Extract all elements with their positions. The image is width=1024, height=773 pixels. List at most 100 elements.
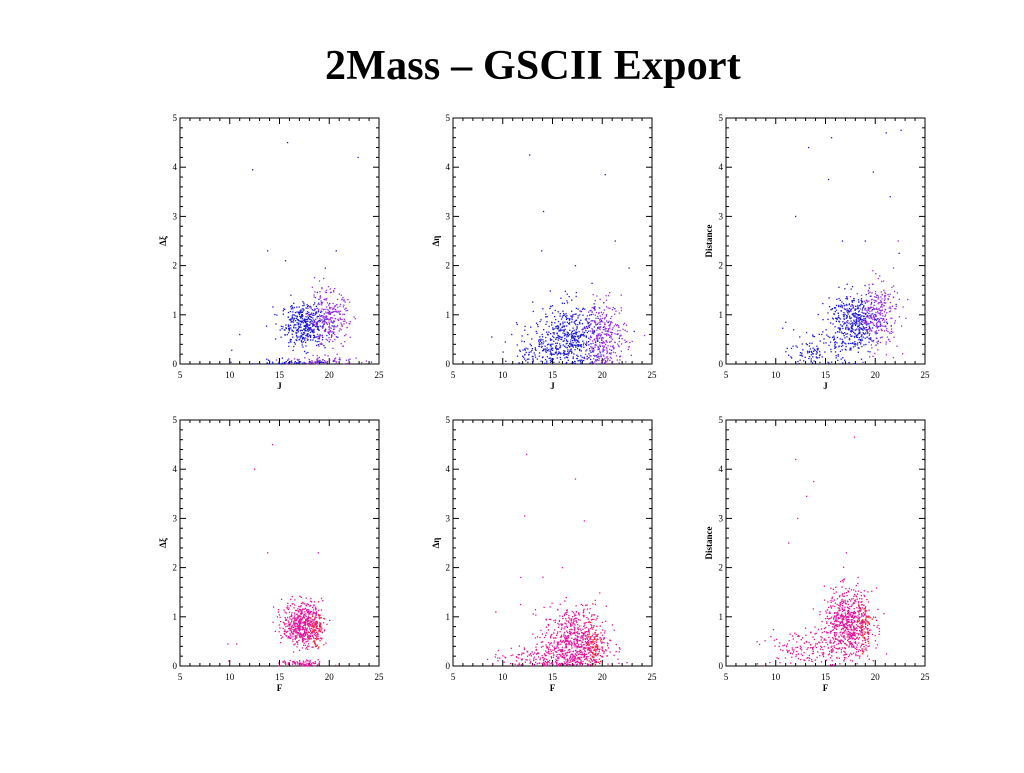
data-point: [337, 354, 338, 355]
data-point: [593, 641, 594, 642]
data-point: [607, 352, 608, 353]
data-point: [295, 665, 296, 666]
data-point: [555, 348, 556, 349]
data-point: [310, 332, 311, 333]
data-point: [599, 342, 600, 343]
data-point: [854, 315, 855, 316]
data-point: [876, 325, 877, 326]
data-point: [862, 309, 863, 310]
data-point: [841, 343, 842, 344]
data-point: [564, 335, 565, 336]
data-point: [598, 662, 599, 663]
data-point: [827, 319, 828, 320]
data-point: [560, 664, 561, 665]
data-point: [828, 345, 829, 346]
data-point: [313, 295, 314, 296]
data-point: [596, 636, 597, 637]
data-point: [306, 647, 307, 648]
data-point: [840, 351, 841, 352]
data-point: [619, 341, 620, 342]
data-point: [311, 313, 312, 314]
data-point: [573, 651, 574, 652]
data-point: [614, 308, 615, 309]
data-point: [589, 645, 590, 646]
data-point: [575, 653, 576, 654]
data-point: [572, 344, 573, 345]
data-point: [562, 651, 563, 652]
data-point: [855, 310, 856, 311]
data-point: [322, 328, 323, 329]
data-point: [323, 321, 324, 322]
data-point: [868, 313, 869, 314]
data-point: [565, 618, 566, 619]
data-point: [599, 333, 600, 334]
plot-frame: [453, 118, 652, 364]
data-point: [586, 335, 587, 336]
data-point: [302, 301, 303, 302]
data-point: [532, 651, 533, 652]
data-point: [874, 305, 875, 306]
y-tick-label: 2: [446, 563, 451, 573]
data-point: [312, 339, 313, 340]
data-point: [609, 341, 610, 342]
data-point: [887, 336, 888, 337]
data-point: [318, 647, 319, 648]
data-point: [344, 335, 345, 336]
data-point: [335, 311, 336, 312]
data-point: [560, 323, 561, 324]
data-point: [302, 639, 303, 640]
data-point: [871, 317, 872, 318]
data-point: [840, 329, 841, 330]
data-point: [571, 643, 572, 644]
data-point: [303, 639, 304, 640]
data-point: [903, 306, 904, 307]
data-point: [550, 663, 551, 664]
data-point: [298, 359, 299, 360]
data-point: [572, 624, 573, 625]
data-point: [834, 633, 835, 634]
x-tick-label: 15: [821, 370, 831, 380]
data-point: [848, 310, 849, 311]
data-point: [577, 348, 578, 349]
data-point: [312, 619, 313, 620]
data-point: [539, 321, 540, 322]
data-point: [542, 336, 543, 337]
data-point: [569, 296, 570, 297]
data-point: [320, 638, 321, 639]
data-point: [327, 340, 328, 341]
data-point: [621, 307, 622, 308]
data-point: [591, 643, 592, 644]
data-point: [817, 349, 818, 350]
data-point: [267, 362, 268, 363]
data-point: [595, 647, 596, 648]
data-point: [589, 632, 590, 633]
outlier-point: [828, 179, 829, 180]
data-point: [292, 307, 293, 308]
data-point: [571, 351, 572, 352]
data-point: [851, 304, 852, 305]
data-point: [292, 334, 293, 335]
data-point: [842, 325, 843, 326]
data-point: [284, 362, 285, 363]
data-point: [604, 349, 605, 350]
data-point: [580, 320, 581, 321]
data-point: [318, 338, 319, 339]
data-point: [562, 303, 563, 304]
data-point: [308, 609, 309, 610]
data-point: [864, 320, 865, 321]
data-point: [564, 303, 565, 304]
data-point: [310, 664, 311, 665]
data-point: [567, 334, 568, 335]
data-point: [878, 297, 879, 298]
data-point: [819, 357, 820, 358]
data-point: [868, 342, 869, 343]
data-point: [527, 348, 528, 349]
data-point: [595, 340, 596, 341]
data-point: [554, 640, 555, 641]
data-point: [845, 334, 846, 335]
data-point: [308, 612, 309, 613]
data-point: [562, 311, 563, 312]
data-point: [325, 300, 326, 301]
data-point: [594, 650, 595, 651]
